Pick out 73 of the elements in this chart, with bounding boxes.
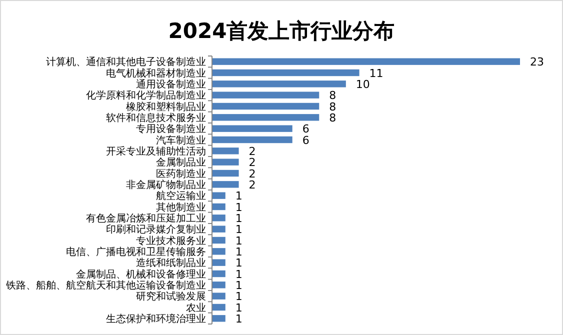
y-tick-label: 有色金属冶炼和压延加工业	[86, 212, 206, 225]
data-label: 2	[248, 167, 256, 180]
y-tick-label: 农业	[186, 302, 206, 314]
y-tick-label: 金属制品业	[156, 156, 206, 169]
bar	[212, 158, 239, 166]
bar	[212, 125, 292, 132]
data-label: 1	[235, 278, 242, 292]
bar	[212, 92, 320, 98]
data-label: 11	[369, 66, 384, 80]
data-label: 1	[235, 200, 242, 214]
y-tick-label: 非金属矿物制品业	[126, 179, 206, 192]
y-tick-label: 航空运输业	[156, 190, 206, 202]
bar	[212, 270, 226, 278]
data-label: 1	[235, 223, 242, 236]
data-label: 1	[235, 312, 242, 326]
bar	[212, 58, 520, 65]
bar	[212, 69, 360, 76]
bar	[212, 170, 239, 177]
bar	[212, 114, 320, 121]
y-tick-label: 化学原料和化学制品制造业	[86, 90, 206, 102]
bar	[212, 248, 226, 255]
y-tick-label: 研究和试验发展	[136, 290, 206, 303]
data-label: 23	[530, 56, 544, 69]
data-label: 2	[248, 156, 256, 170]
chart-title: 2024首发上市行业分布	[168, 19, 395, 43]
data-label: 1	[235, 256, 242, 270]
y-tick-label: 软件和信息技术服务业	[106, 112, 206, 124]
bar	[212, 259, 226, 266]
bar	[212, 102, 320, 110]
data-label: 10	[356, 78, 370, 91]
y-tick-label: 铁路、船舶、航空航天和其他运输设备制造业	[5, 280, 206, 292]
y-tick-label: 专业技术服务业	[136, 234, 206, 247]
data-label: 1	[235, 290, 242, 304]
bar	[212, 136, 292, 144]
bar	[212, 192, 226, 199]
data-label: 1	[235, 301, 242, 314]
bar	[212, 181, 239, 188]
y-tick-label: 金属制品、机械和设备修理业	[76, 268, 206, 280]
data-label: 1	[235, 190, 242, 203]
y-tick-label: 医药制造业	[156, 168, 206, 180]
data-label: 2	[248, 178, 256, 192]
y-tick-label: 生态保护和环境治理业	[106, 313, 206, 326]
data-label: 2	[248, 144, 256, 158]
y-tick-label: 造纸和纸制品业	[136, 257, 206, 270]
y-tick-label: 其他制造业	[156, 201, 206, 214]
data-label: 8	[329, 100, 336, 114]
y-tick-label: 通用设备制造业	[136, 78, 206, 91]
bar	[212, 148, 239, 154]
y-tick-label: 专用设备制造业	[136, 123, 206, 136]
bar	[212, 203, 226, 210]
data-label: 1	[235, 234, 242, 248]
y-tick-label: 电气机械和器材制造业	[106, 67, 206, 80]
data-label: 1	[235, 212, 242, 225]
y-tick-label: 印刷和记录媒介复制业	[106, 224, 206, 236]
data-label: 6	[302, 134, 310, 147]
bar	[212, 304, 226, 311]
data-label: 8	[329, 111, 336, 124]
y-tick-label: 开采专业及辅助性活动	[106, 146, 206, 158]
data-label: 8	[329, 89, 336, 102]
bar	[212, 236, 226, 244]
data-label: 1	[235, 268, 242, 281]
y-tick-label: 计算机、通信和其他电子设备制造业	[46, 56, 206, 68]
data-label: 6	[302, 122, 310, 136]
y-tick-label: 橡胶和塑料制品业	[126, 100, 206, 113]
y-tick-label: 汽车制造业	[156, 134, 206, 146]
bar	[212, 80, 346, 88]
y-tick-label: 电信、广播电视和卫星传输服务	[66, 246, 206, 258]
bar	[212, 282, 226, 288]
bar	[212, 292, 226, 300]
bar	[212, 214, 226, 222]
data-label: 1	[235, 245, 242, 258]
bar	[212, 315, 226, 322]
bar	[212, 226, 226, 232]
